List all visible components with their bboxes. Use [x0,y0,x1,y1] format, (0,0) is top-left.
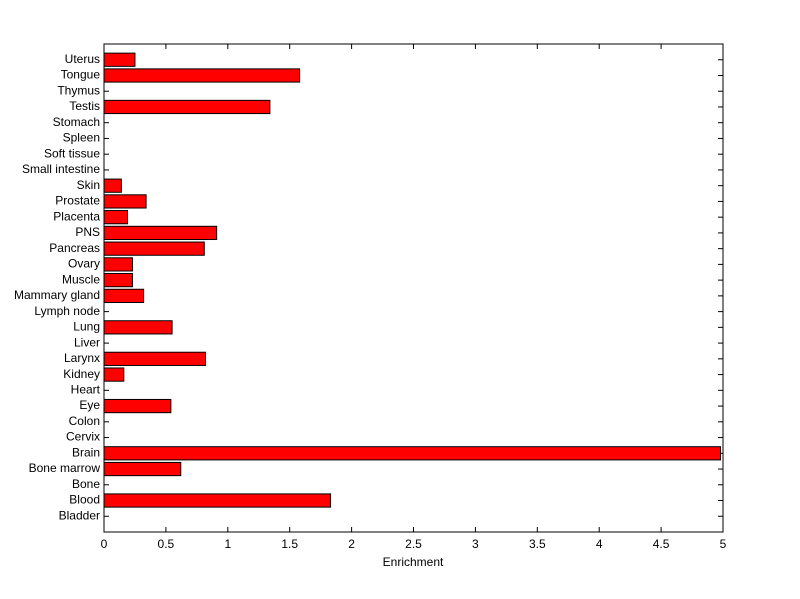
bar [103,320,173,335]
y-tick-label: Small intestine [22,162,100,176]
bar [103,257,133,272]
y-tick-label: Skin [77,178,100,192]
y-tick-label: Lymph node [34,304,100,318]
y-tick-label: Brain [72,445,100,459]
y-tick-label: Heart [71,382,101,396]
y-tick-label: Thymus [57,83,100,97]
bar [103,461,182,477]
bar [103,194,147,209]
bar [103,225,218,241]
y-tick-label: Muscle [62,272,100,286]
y-tick-label: Kidney [63,367,100,381]
x-tick-label: 0.5 [158,537,175,551]
x-tick-label: 1.5 [281,537,298,551]
y-tick-label: Colon [69,414,100,428]
x-tick-label: 5 [720,537,727,551]
x-tick-label: 2 [348,537,355,551]
bar [103,367,125,382]
y-tick-label: Bone [72,477,100,491]
y-tick-label: Eye [79,398,100,412]
x-tick-label: 2.5 [405,537,422,551]
bar [103,99,271,115]
x-tick-label: 4.5 [653,537,670,551]
bar [103,446,722,461]
bar [103,273,133,288]
y-tick-label: Pancreas [49,241,100,255]
x-tick-label: 4 [596,537,603,551]
y-tick-label: Liver [74,335,100,349]
y-tick-label: Uterus [65,52,100,66]
x-tick-label: 1 [224,537,231,551]
x-tick-label: 0 [101,537,108,551]
y-tick-label: Lung [73,320,100,334]
bar [103,241,205,256]
y-tick-label: Bone marrow [29,461,101,475]
y-tick-label: Blood [69,493,100,507]
y-tick-label: Spleen [63,131,100,145]
bar [103,68,301,83]
y-tick-label: Soft tissue [44,146,100,160]
y-tick-label: Tongue [61,68,101,82]
y-tick-label: Placenta [53,209,100,223]
x-tick-label: 3 [472,537,479,551]
y-tick-label: Testis [69,99,100,113]
y-tick-label: Cervix [66,430,100,444]
x-axis-label: Enrichment [383,555,444,569]
y-tick-label: PNS [75,225,100,239]
y-tick-label: Ovary [68,257,100,271]
bar [103,351,207,366]
bar [103,178,122,193]
y-tick-label: Prostate [55,194,100,208]
y-tick-label: Bladder [59,508,100,522]
bar [103,493,332,508]
bar [103,288,145,303]
bar [103,210,129,225]
bar [103,398,172,414]
x-tick-label: 3.5 [529,537,546,551]
bar [103,52,136,67]
y-tick-label: Mammary gland [14,288,100,302]
y-tick-label: Stomach [53,115,100,129]
y-tick-label: Larynx [64,351,100,365]
